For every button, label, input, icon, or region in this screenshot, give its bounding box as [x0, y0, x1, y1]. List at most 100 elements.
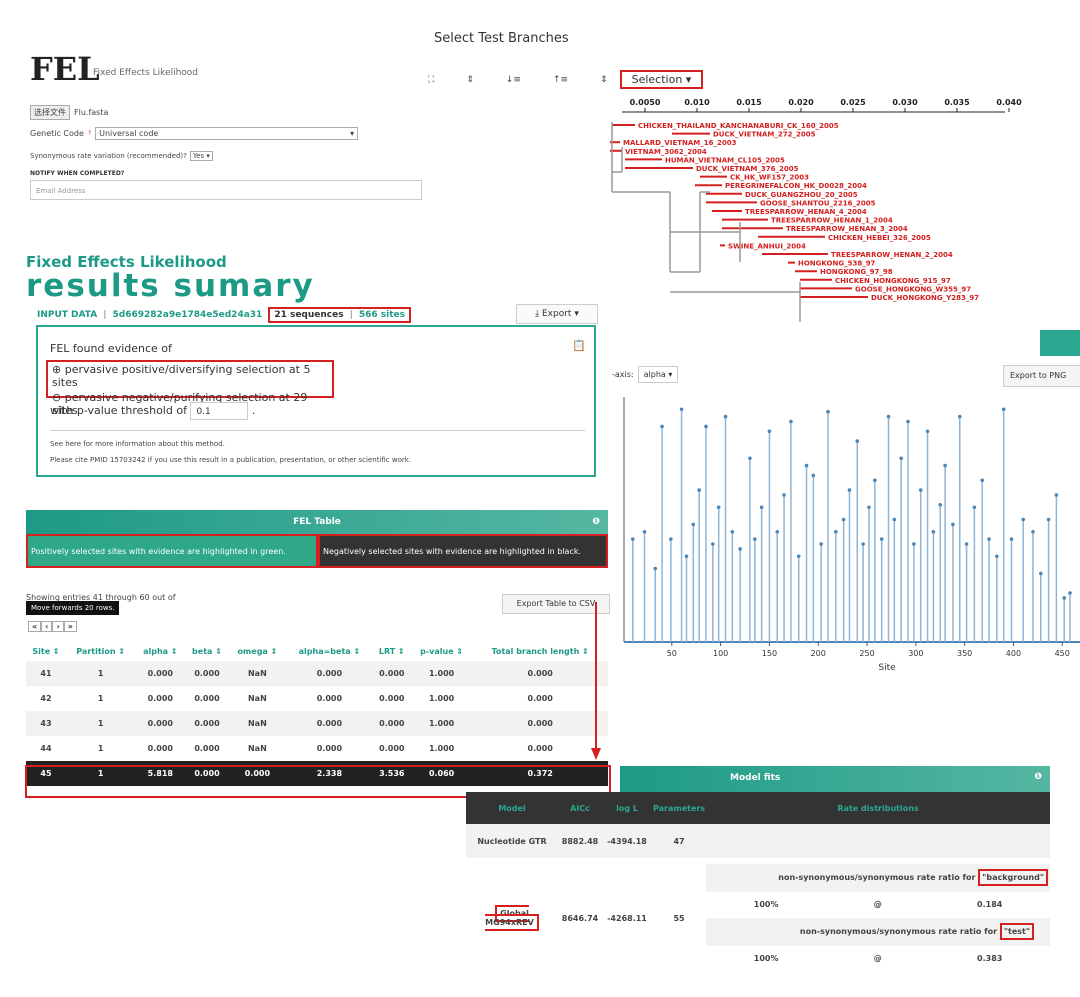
- col-logl: log L: [602, 792, 652, 824]
- model-name: Global MG94xREV: [485, 905, 539, 931]
- table-cell: 0.000: [147, 694, 173, 703]
- separator: |: [349, 310, 353, 320]
- tree-leaf-label[interactable]: TREESPARROW_HENAN_2_2004: [831, 251, 953, 259]
- col-beta[interactable]: beta ⇕: [192, 646, 222, 656]
- table-cell: 0.000: [372, 661, 411, 686]
- last-page-button[interactable]: »: [63, 621, 77, 632]
- info-icon[interactable]: ❶: [592, 517, 600, 527]
- genetic-code-select[interactable]: Universal code ▾: [95, 127, 359, 140]
- next-page-button[interactable]: ›: [52, 621, 64, 632]
- tree-leaf-label[interactable]: TREESPARROW_HENAN_1_2004: [771, 217, 893, 225]
- tree-leaf-label[interactable]: CK_HK_WF157_2003: [730, 174, 809, 182]
- evidence-panel: FEL found evidence of 📋 ⊕ pervasive posi…: [36, 325, 596, 477]
- syn-select[interactable]: Yes ▾: [189, 151, 213, 161]
- input-data-line: INPUT DATA | 5d669282a9e1784e5ed24a31 21…: [37, 307, 412, 323]
- table-row[interactable]: 43 1 0.000 0.000 NaN 0.000 0.000 1.000 0.000: [26, 711, 608, 736]
- export-button[interactable]: ⤓ Export ▾: [516, 304, 598, 324]
- col-lrt[interactable]: LRT ⇕: [378, 646, 405, 656]
- help-icon[interactable]: ?: [87, 130, 92, 137]
- phylo-tree[interactable]: 0.0050 0.010 0.015 0.020 0.025 0.030 0.035 0.04…: [600, 92, 1030, 342]
- tree-leaf-label[interactable]: VIETNAM_3062_2004: [625, 148, 707, 156]
- tree-leaf-label[interactable]: CHICKEN_THAILAND_KANCHANABURI_CK_160_200…: [638, 122, 839, 130]
- tree-leaf-label[interactable]: DUCK_VIETNAM_272_2005: [713, 131, 816, 139]
- info-icon[interactable]: ❶: [1034, 772, 1042, 782]
- mf-row-mg94: Global MG94xREV 8646.74 -4268.11 55 non-…: [466, 858, 1050, 978]
- table-cell: 0.000: [527, 744, 553, 753]
- tree-leaf-label[interactable]: DUCK_HONGKONG_Y283_97: [871, 294, 979, 302]
- data-point: [711, 542, 715, 546]
- col-branch-length[interactable]: Total branch length ⇕: [491, 646, 589, 656]
- pvalue-input[interactable]: 0.1: [190, 402, 249, 420]
- data-point: [925, 429, 930, 434]
- col-alpha[interactable]: alpha ⇕: [143, 646, 178, 656]
- prev-page-button[interactable]: ‹: [41, 621, 53, 632]
- sort-desc-icon[interactable]: ↑≡: [552, 74, 569, 85]
- tree-leaf-label[interactable]: HONGKONG_97_98: [820, 268, 893, 276]
- found-evidence: FEL found evidence of: [50, 342, 172, 355]
- tree-leaf-label[interactable]: CHICKEN_HONGKONG_915_97: [835, 277, 951, 285]
- data-point: [723, 414, 728, 419]
- x-tick-label: 350: [957, 649, 972, 658]
- bg-pct: 100%: [753, 900, 779, 909]
- expand-icon[interactable]: ⛶: [428, 74, 435, 85]
- tree-leaf-label[interactable]: SWINE_ANHUI_2004: [728, 242, 806, 250]
- tree-leaf-label[interactable]: TREESPARROW_HENAN_3_2004: [786, 225, 908, 233]
- data-point: [951, 522, 955, 527]
- first-page-button[interactable]: «: [28, 621, 42, 632]
- results-summary-title: results sumary: [26, 268, 315, 304]
- tree-leaf-label[interactable]: MALLARD_VIETNAM_16_2003: [623, 139, 737, 147]
- col-pvalue[interactable]: p-value ⇕: [420, 646, 464, 656]
- data-point: [931, 529, 936, 534]
- tree-leaf-label[interactable]: GOOSE_HONGKONG_W355_97: [855, 285, 971, 293]
- table-cell: 0.000: [379, 744, 405, 753]
- fel-logo: FEL: [30, 50, 100, 88]
- tree-leaf-label[interactable]: GOOSE_SHANTOU_2216_2005: [760, 199, 876, 207]
- teal-tab[interactable]: [1040, 330, 1080, 356]
- col-alpha-beta[interactable]: alpha=beta ⇕: [298, 646, 361, 656]
- data-point: [642, 529, 647, 534]
- tree-leaf-label[interactable]: DUCK_GUANGZHOU_20_2005: [745, 191, 858, 199]
- tree-leaf-label[interactable]: CHICKEN_HEBEI_326_2005: [828, 234, 931, 242]
- axis-tick-label: 0.020: [788, 98, 814, 107]
- selection-dropdown[interactable]: Selection ▾: [619, 70, 704, 89]
- tree-leaf-label[interactable]: TREESPARROW_HENAN_4_2004: [745, 208, 867, 216]
- x-tick-label: 400: [1006, 649, 1021, 658]
- clipboard-icon[interactable]: 📋: [572, 339, 586, 352]
- data-point: [873, 478, 877, 483]
- export-label: Export: [541, 309, 572, 319]
- col-site[interactable]: Site ⇕: [32, 646, 60, 656]
- data-point: [899, 456, 903, 461]
- axis-tick-label: 0.015: [736, 98, 762, 107]
- email-field[interactable]: Email Address: [30, 180, 422, 200]
- model-fits-table: Model AICc log L Parameters Rate distrib…: [466, 792, 1050, 978]
- export-table-button[interactable]: Export Table to CSV: [502, 594, 610, 614]
- align-icon[interactable]: ⇕: [600, 74, 608, 85]
- table-row[interactable]: 42 1 0.000 0.000 NaN 0.000 0.000 1.000 0.000: [26, 686, 608, 711]
- tree-leaf-label[interactable]: DUCK_VIETNAM_376_2005: [696, 165, 799, 173]
- bg-rate-text: non-synonymous/synonymous rate ratio for: [778, 873, 976, 882]
- export-png-button[interactable]: Export to PNG: [1003, 365, 1080, 387]
- table-row[interactable]: 44 1 0.000 0.000 NaN 0.000 0.000 1.000 0.000: [26, 736, 608, 761]
- data-point: [782, 493, 786, 497]
- table-row[interactable]: 41 1 0.000 0.000 NaN 0.000 0.000 1.000 0.000: [26, 661, 608, 686]
- tree-leaf-label[interactable]: HONGKONG_538_97: [798, 260, 876, 268]
- tree-leaf-label[interactable]: PEREGRINEFALCON_HK_D0028_2004: [725, 182, 867, 190]
- tree-leaf-label[interactable]: HUMAN_VIETNAM_CL105_2005: [665, 156, 785, 164]
- test-rate-label: non-synonymous/synonymous rate ratio for…: [706, 918, 1050, 946]
- negative-text: pervasive negative/purifying selection a…: [52, 391, 308, 417]
- test-pct: 100%: [753, 954, 779, 963]
- data-point: [892, 517, 897, 522]
- col-partition[interactable]: Partition ⇕: [76, 646, 126, 656]
- choose-file-button[interactable]: 选择文件: [30, 105, 70, 120]
- data-point: [811, 473, 816, 478]
- data-point: [738, 547, 742, 551]
- col-omega[interactable]: omega ⇕: [237, 646, 278, 656]
- tree-toolbar: ⛶ ⇕ ↓≡ ↑≡ ⇕ Selection ▾: [428, 70, 704, 89]
- xaxis-select[interactable]: alpha ▾: [637, 366, 679, 383]
- data-point: [980, 478, 985, 483]
- data-point: [906, 419, 910, 424]
- compress-icon[interactable]: ⇕: [466, 74, 474, 85]
- sort-asc-icon[interactable]: ↓≡: [505, 74, 521, 85]
- notify-label: NOTIFY WHEN COMPLETED?: [30, 170, 125, 177]
- evidence-highlight-box: ⊕ pervasive positive/diversifying select…: [46, 360, 334, 417]
